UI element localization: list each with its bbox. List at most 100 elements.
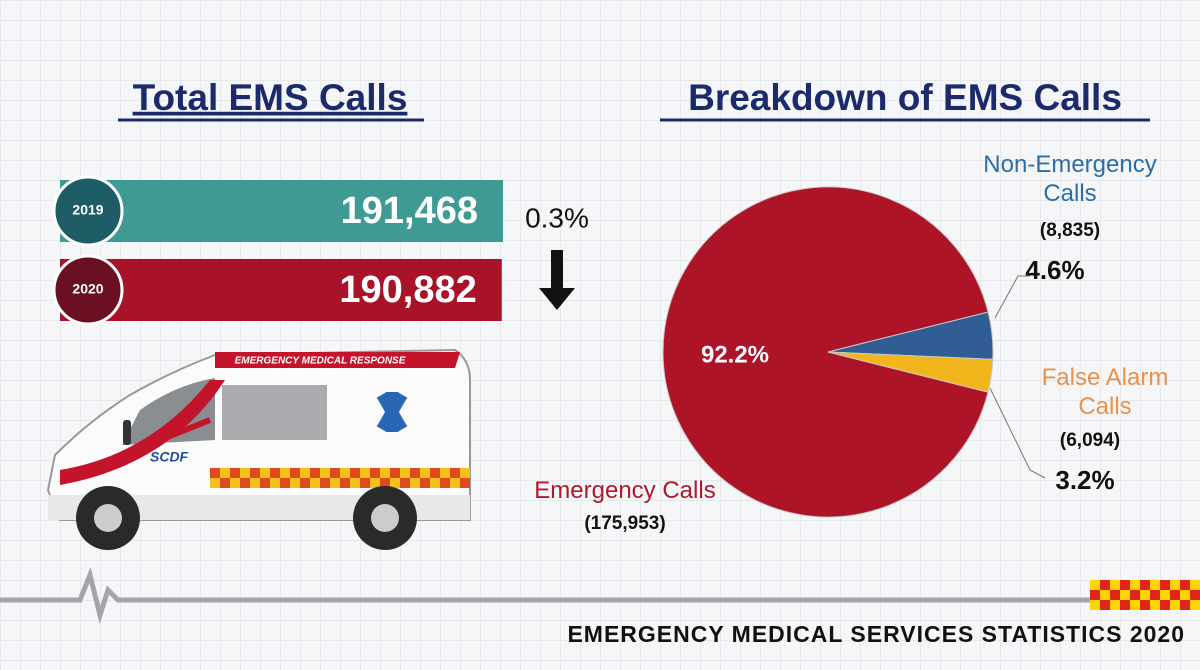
checker (310, 478, 320, 488)
checker (1120, 580, 1130, 590)
checker (290, 478, 300, 488)
checker (330, 478, 340, 488)
checker (430, 478, 440, 488)
checker (350, 468, 360, 478)
checker (230, 468, 240, 478)
checker (440, 468, 450, 478)
checker (230, 478, 240, 488)
checker (330, 468, 340, 478)
bar (60, 259, 502, 321)
category-label: Emergency Calls (534, 477, 716, 504)
checker (1120, 590, 1130, 600)
pie-title: Breakdown of EMS Calls (688, 77, 1122, 118)
down-arrow (539, 250, 575, 310)
checker (390, 468, 400, 478)
checker (1090, 580, 1100, 590)
checker (280, 468, 290, 478)
checker (370, 478, 380, 488)
bar (60, 180, 503, 242)
checker (410, 468, 420, 478)
checker (1160, 600, 1170, 610)
checker (1150, 600, 1160, 610)
checker (380, 468, 390, 478)
checker (310, 468, 320, 478)
category-label: 2020 (72, 281, 103, 297)
category-label: 2019 (72, 202, 103, 218)
checker (400, 468, 410, 478)
svg-text:EMERGENCY MEDICAL RESPONSE: EMERGENCY MEDICAL RESPONSE (235, 356, 406, 367)
checker (1090, 590, 1100, 600)
checker (1100, 600, 1110, 610)
value-label: 190,882 (339, 269, 476, 311)
checker (460, 468, 470, 478)
checker (320, 468, 330, 478)
checker (260, 478, 270, 488)
checker (420, 468, 430, 478)
checker (1130, 590, 1140, 600)
checker (290, 468, 300, 478)
checker (240, 478, 250, 488)
checker (1130, 580, 1140, 590)
checker (1150, 580, 1160, 590)
checker (1180, 590, 1190, 600)
checker (360, 478, 370, 488)
leader-line (989, 387, 1046, 479)
checker (270, 468, 280, 478)
checker (1180, 600, 1190, 610)
ambulance: EMERGENCY MEDICAL RESPONSE SCDF (46, 348, 471, 550)
checker (350, 478, 360, 488)
checker (430, 468, 440, 478)
checker (1170, 590, 1180, 600)
checker (460, 478, 470, 488)
checker (1110, 590, 1120, 600)
year-badge (52, 254, 124, 326)
checker (410, 478, 420, 488)
checker (360, 468, 370, 478)
svg-text:SCDF: SCDF (150, 449, 189, 465)
checker (1110, 600, 1120, 610)
checker (450, 468, 460, 478)
checker (1180, 580, 1190, 590)
checker (1140, 590, 1150, 600)
pie-slice (827, 351, 994, 393)
checker (390, 478, 400, 488)
checker (440, 478, 450, 488)
bar-title: Total EMS Calls (133, 77, 408, 118)
checker (210, 468, 220, 478)
checker (280, 478, 290, 488)
checker (420, 478, 430, 488)
footer-decoration (0, 566, 1200, 625)
checker (320, 478, 330, 488)
checker (1110, 580, 1120, 590)
pie-value-label: 92.2% (701, 341, 769, 368)
year-badge (52, 175, 124, 247)
checker (370, 468, 380, 478)
checker (300, 468, 310, 478)
checker (1140, 600, 1150, 610)
pie-value-label: 3.2% (1055, 465, 1115, 495)
pie-slice (662, 186, 989, 518)
count-label: (6,094) (1059, 430, 1121, 451)
checker (400, 478, 410, 488)
checker (380, 478, 390, 488)
checker (340, 478, 350, 488)
category-label: False Alarm Calls (1041, 364, 1169, 420)
checker (1160, 580, 1170, 590)
checker (1150, 590, 1160, 600)
checker (250, 468, 260, 478)
checker (1140, 580, 1150, 590)
count-label: (8,835) (1039, 220, 1101, 241)
checker (1190, 590, 1200, 600)
checker (1100, 580, 1110, 590)
checker (260, 468, 270, 478)
count-label: (175,953) (584, 513, 666, 534)
checker (220, 478, 230, 488)
checker (340, 468, 350, 478)
checker (1120, 600, 1130, 610)
checker (240, 468, 250, 478)
checker (1130, 600, 1140, 610)
checker (1100, 590, 1110, 600)
category-label: Non-Emergency Calls (983, 151, 1157, 207)
